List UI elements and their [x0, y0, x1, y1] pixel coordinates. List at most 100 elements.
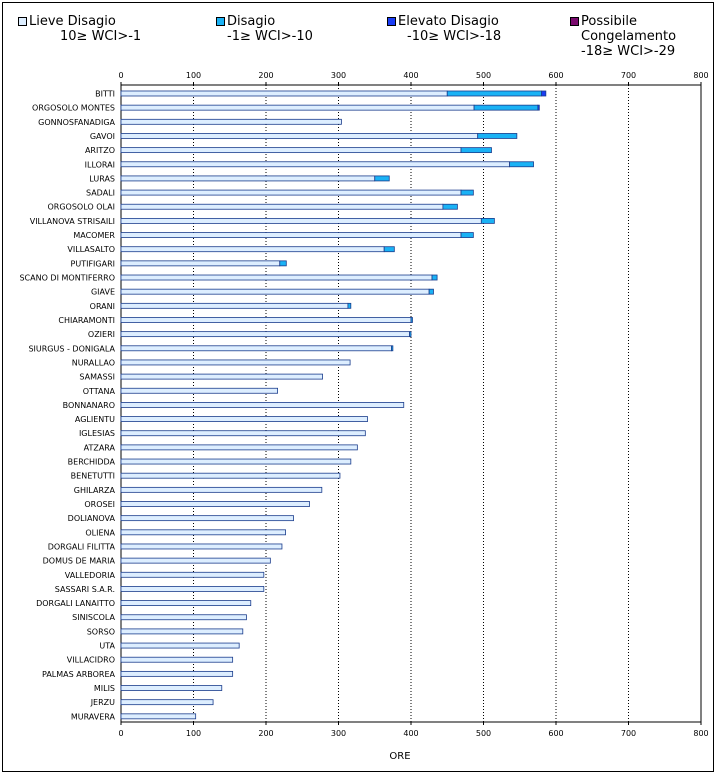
- category-label: SADALI: [86, 189, 115, 198]
- legend-swatch-elevato: [387, 17, 396, 26]
- x-tick-label-bottom: 0: [118, 729, 123, 738]
- category-label: DORGALI FILITTA: [48, 542, 116, 551]
- category-label: BENETUTTI: [71, 472, 115, 481]
- category-label: OTTANA: [83, 387, 116, 396]
- x-tick-label-bottom: 200: [258, 729, 273, 738]
- category-label: JERZU: [90, 698, 115, 707]
- category-label: VILLACIDRO: [67, 656, 115, 665]
- bar-segment: [120, 175, 376, 182]
- x-tick-label-top: 500: [476, 71, 491, 80]
- category-label: LURAS: [89, 174, 115, 183]
- x-tick-label-bottom: 400: [403, 729, 418, 738]
- bar-segment: [391, 345, 394, 352]
- bar-segment: [120, 104, 475, 111]
- category-label: SINISCOLA: [72, 613, 115, 622]
- bar-segment: [347, 302, 352, 309]
- category-label: DOLIANOVA: [68, 514, 116, 523]
- bar-segment: [120, 118, 342, 125]
- bar-segment: [537, 104, 540, 111]
- category-label: NURALLAO: [72, 358, 115, 367]
- bar-segment: [120, 444, 358, 451]
- x-tick-label-top: 800: [693, 71, 708, 80]
- bar-segment: [509, 161, 534, 168]
- category-label: BONNANARO: [63, 401, 115, 410]
- category-label: GAVOI: [90, 132, 115, 141]
- bar-segment: [477, 133, 518, 139]
- bar-segment: [120, 458, 352, 465]
- bar-segment: [120, 600, 252, 606]
- bar-segment: [120, 288, 430, 295]
- x-tick-label-bottom: 700: [621, 729, 636, 738]
- bar-segment: [409, 331, 412, 338]
- x-tick-label-bottom: 100: [186, 729, 201, 738]
- bar-segment: [120, 345, 392, 352]
- category-label: ORGOSOLO OLAI: [47, 203, 115, 212]
- category-label: SAMASSI: [79, 373, 115, 382]
- category-label: VILLANOVA STRISAILI: [30, 217, 115, 226]
- bar-segment: [120, 274, 433, 281]
- bar-segment: [460, 147, 492, 154]
- category-label: OLIENA: [85, 528, 115, 537]
- category-label: GONNOSFANADIGA: [38, 118, 115, 127]
- bar-segment: [120, 642, 240, 649]
- bar-segment: [120, 515, 294, 522]
- bar-segment: [120, 373, 323, 380]
- bar-segment: [120, 387, 279, 394]
- bar-segment: [120, 614, 247, 621]
- category-label: MURAVERA: [71, 712, 116, 721]
- bar-segment: [120, 557, 271, 564]
- x-tick-label-top: 200: [258, 71, 273, 80]
- bar-segment: [120, 133, 479, 139]
- bar-segment: [410, 317, 413, 323]
- category-label: ILLORAI: [85, 160, 115, 169]
- category-label: SCANO DI MONTIFERRO: [19, 274, 115, 283]
- category-label: ATZARA: [84, 443, 116, 452]
- category-label: VALLEDORIA: [65, 571, 116, 580]
- category-label: GHILARZA: [74, 486, 116, 495]
- x-tick-label-top: 700: [621, 71, 636, 80]
- bar-segment: [120, 472, 341, 479]
- category-label: PUTIFIGARI: [71, 259, 115, 268]
- category-label: UTA: [99, 642, 115, 651]
- legend-range-congelamento: -18≥ WCI>-29: [581, 44, 676, 59]
- category-label: OZIERI: [88, 330, 115, 339]
- x-axis-label: ORE: [389, 751, 410, 762]
- legend-label-congelamento: Possibile Congelamento: [581, 14, 677, 44]
- bar-segment: [374, 175, 390, 182]
- legend-range-lieve: 10≥ WCI>-1: [60, 29, 142, 44]
- bar-segment: [120, 543, 283, 550]
- legend-swatch-disagio: [216, 17, 225, 26]
- bar-segment: [120, 147, 462, 154]
- bar-segment: [442, 203, 458, 210]
- category-label: SIURGUS - DONIGALA: [28, 344, 115, 353]
- category-label: MILIS: [94, 684, 115, 693]
- bar-segment: [120, 699, 214, 706]
- bar-segment: [120, 232, 462, 238]
- bar-segment: [446, 90, 542, 97]
- category-label: DOMUS DE MARIA: [43, 557, 116, 566]
- bar-segment: [541, 90, 547, 97]
- bar-segment: [120, 161, 511, 168]
- bar-segment: [460, 232, 474, 238]
- x-tick-label-top: 600: [548, 71, 563, 80]
- bar-segment: [120, 203, 444, 210]
- legend-range-disagio: -1≥ WCI>-10: [227, 29, 313, 44]
- category-label: BITTI: [95, 89, 115, 98]
- category-label: GIAVE: [91, 288, 115, 297]
- bar-segment: [460, 189, 474, 196]
- bar-segment: [480, 217, 495, 224]
- bar-segment: [120, 656, 234, 663]
- bar-segment: [120, 217, 482, 224]
- bar-segment: [120, 685, 223, 691]
- bar-segment: [120, 302, 349, 309]
- bar-segment: [383, 246, 395, 253]
- bar-segment: [473, 104, 539, 111]
- bar-segment: [120, 402, 405, 408]
- bar-segment: [120, 571, 265, 578]
- legend-swatch-lieve: [18, 17, 27, 26]
- category-label: ORANI: [90, 302, 115, 311]
- category-label: BERCHIDDA: [68, 458, 116, 467]
- x-tick-label-top: 100: [186, 71, 201, 80]
- bar-segment: [120, 331, 410, 338]
